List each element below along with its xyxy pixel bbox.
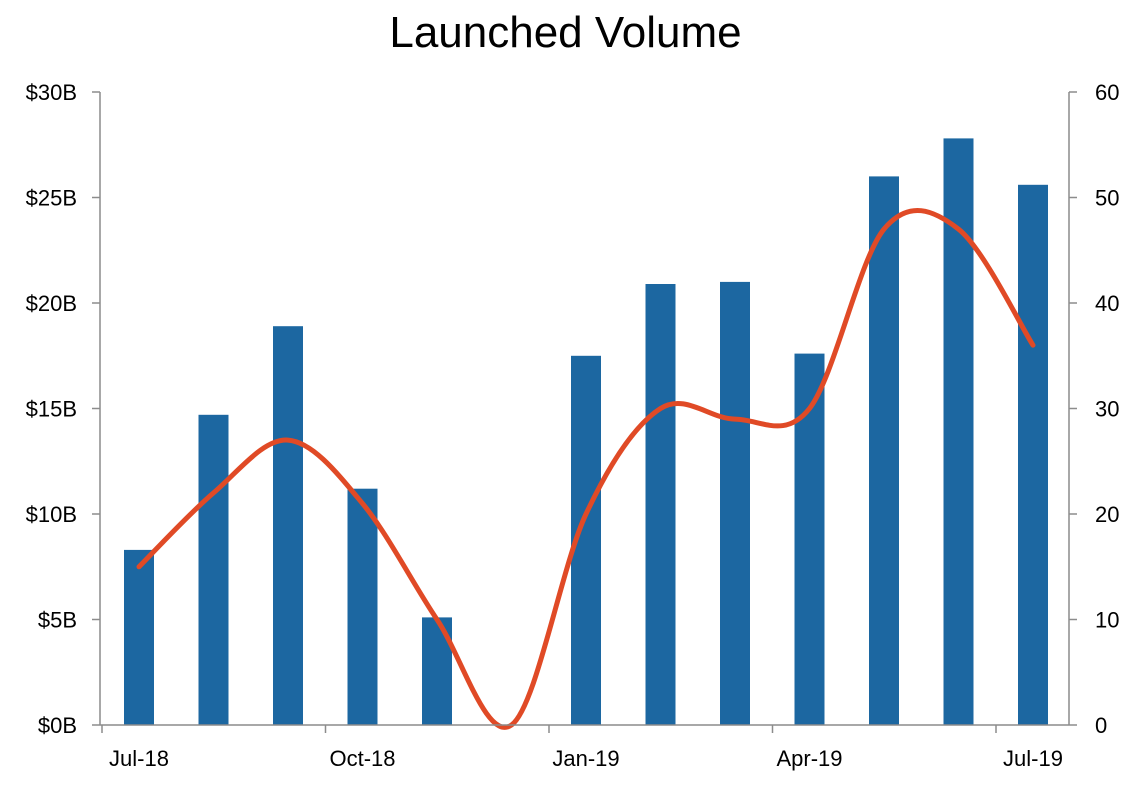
bar-Oct-18 bbox=[347, 488, 378, 725]
bar-Mar-19 bbox=[720, 281, 750, 725]
y-right-tick-label: 60 bbox=[1095, 80, 1119, 105]
chart-title: Launched Volume bbox=[389, 8, 742, 57]
bar-Sep-18 bbox=[273, 326, 303, 725]
x-tick-label: Oct-18 bbox=[329, 746, 395, 771]
y-right-tick-label: 10 bbox=[1095, 608, 1119, 633]
y-right-tick-label: 0 bbox=[1095, 713, 1107, 738]
y-left-tick-label: $30B bbox=[26, 80, 77, 105]
bar-Jul-18 bbox=[124, 549, 154, 725]
bar-May-19 bbox=[869, 176, 899, 725]
y-left-tick-label: $0B bbox=[38, 713, 77, 738]
y-left-tick-label: $5B bbox=[38, 608, 77, 633]
x-tick-label: Jul-19 bbox=[1003, 746, 1063, 771]
y-right-tick-label: 20 bbox=[1095, 502, 1119, 527]
count-line bbox=[136, 208, 1036, 730]
y-right-tick-label: 50 bbox=[1095, 186, 1119, 211]
y-left-tick-label: $20B bbox=[26, 291, 77, 316]
bar-Jul-19 bbox=[1018, 184, 1048, 726]
x-tick-label: Apr-19 bbox=[776, 746, 842, 771]
x-tick-label: Jan-19 bbox=[552, 746, 619, 771]
bar-Aug-18 bbox=[198, 414, 229, 725]
bar-Feb-19 bbox=[645, 284, 676, 725]
y-right-tick-label: 30 bbox=[1095, 397, 1119, 422]
y-left-tick-label: $25B bbox=[26, 186, 77, 211]
y-left-tick-label: $10B bbox=[26, 502, 77, 527]
x-tick-label: Jul-18 bbox=[109, 746, 169, 771]
y-left-tick-label: $15B bbox=[26, 397, 77, 422]
y-right-tick-label: 40 bbox=[1095, 291, 1119, 316]
